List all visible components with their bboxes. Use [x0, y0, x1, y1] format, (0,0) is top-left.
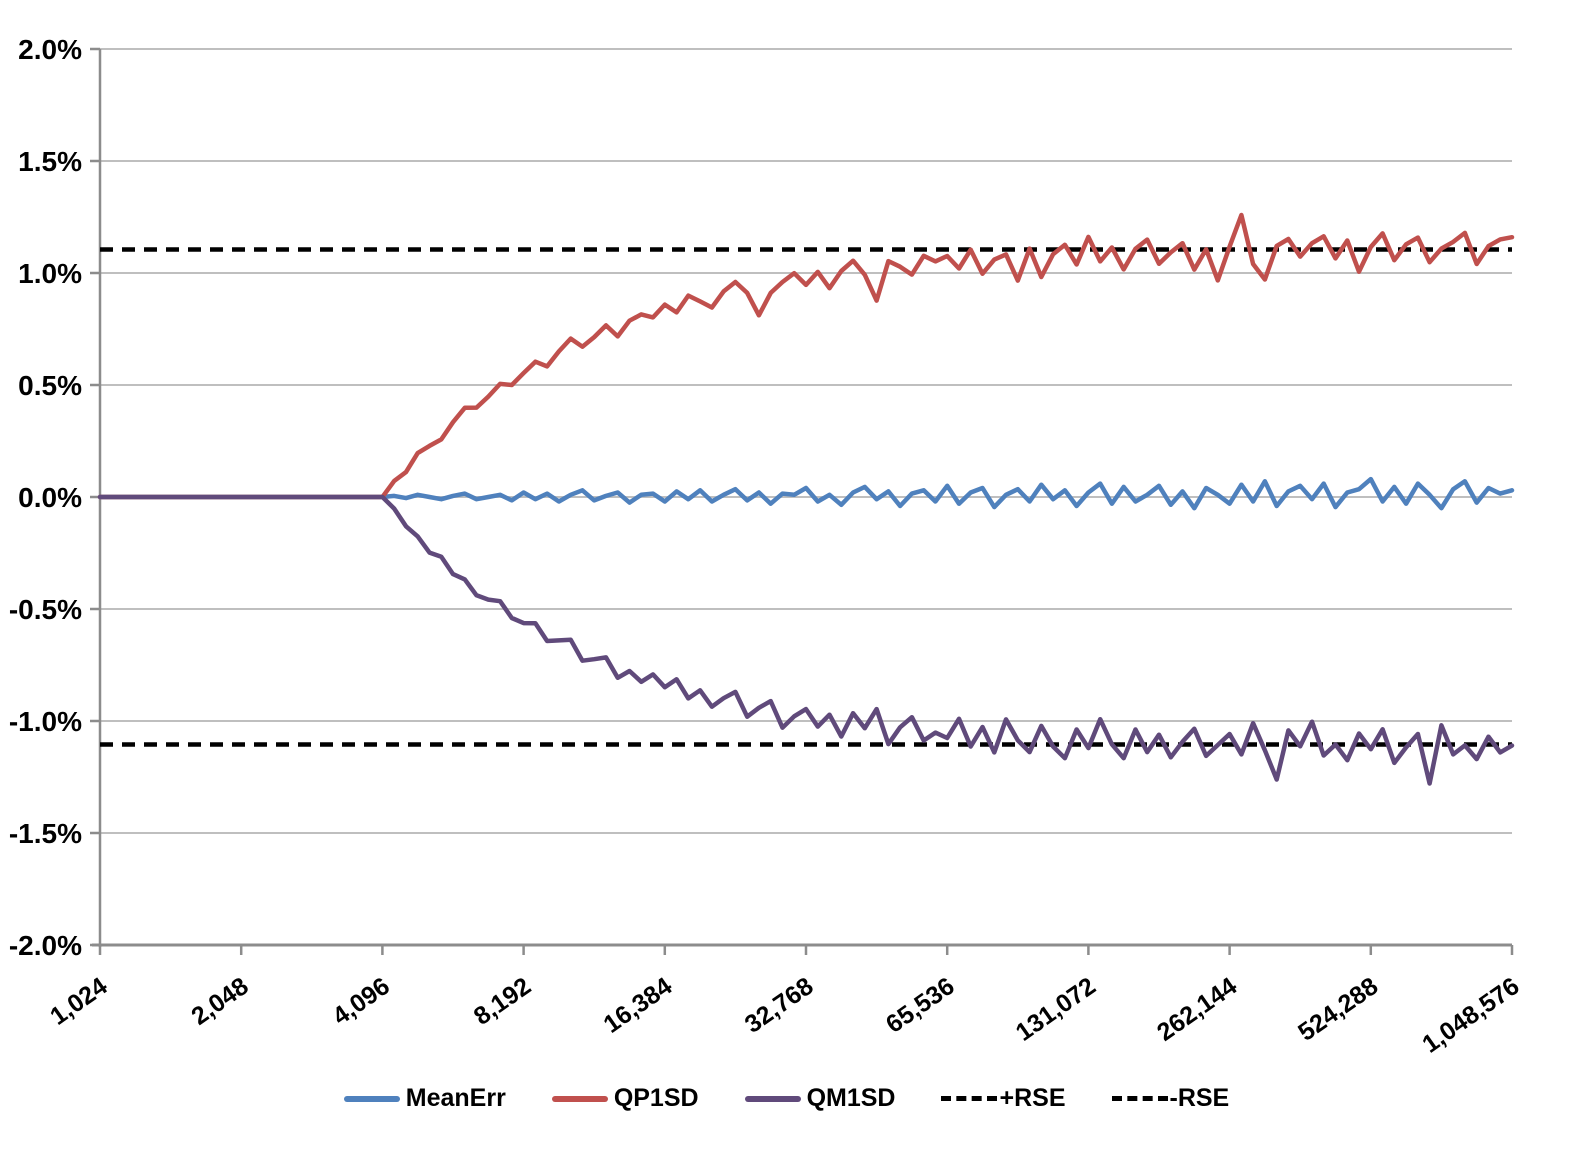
y-tick-label: 2.0%: [18, 34, 82, 65]
y-tick-label: -0.5%: [9, 594, 82, 625]
x-tick-label: 65,536: [881, 972, 960, 1039]
y-tick-label: 0.5%: [18, 370, 82, 401]
legend-item-qp1sd: QP1SD: [551, 1084, 699, 1112]
series-line-qm1sd: [97, 494, 1515, 786]
legend-swatch-qm1sd-line: [744, 1095, 801, 1102]
legend-item-meanerr: MeanErr: [343, 1084, 506, 1112]
y-tick-label: 1.5%: [18, 146, 82, 177]
legend-swatch-qp1sd-line: [551, 1095, 608, 1102]
legend-label-qm1sd: QM1SD: [806, 1084, 896, 1112]
legend-swatch-meanerr-line: [343, 1095, 400, 1102]
x-tick-label: 524,288: [1293, 972, 1383, 1047]
legend-label-minus-rse: -RSE: [1169, 1084, 1230, 1112]
y-tick-label: 1.0%: [18, 258, 82, 289]
y-tick-label: -1.5%: [9, 818, 82, 849]
legend-label-meanerr: MeanErr: [405, 1084, 506, 1112]
series-line-meanerr: [97, 476, 1515, 511]
series-line-qp1sd: [97, 212, 1515, 500]
y-tick-label: -1.0%: [9, 706, 82, 737]
x-tick-label: 1,048,576: [1417, 972, 1524, 1059]
y-tick-label: 0.0%: [18, 482, 82, 513]
legend-swatch-minus-rse-dashed-line: [1111, 1096, 1168, 1101]
x-tick-label: 16,384: [599, 972, 678, 1039]
legend-label-plus-rse: +RSE: [999, 1084, 1066, 1112]
y-tick-label: -2.0%: [9, 930, 82, 961]
x-tick-label: 4,096: [328, 972, 395, 1031]
legend-swatch-plus-rse-dashed-line: [941, 1096, 998, 1101]
legend-item-minus-rse: -RSE: [1111, 1084, 1230, 1112]
x-tick-label: 262,144: [1152, 972, 1242, 1047]
x-tick-label: 131,072: [1011, 972, 1101, 1047]
legend-label-qp1sd: QP1SD: [613, 1084, 699, 1112]
x-tick-label: 8,192: [469, 972, 536, 1031]
legend-item-qm1sd: QM1SD: [744, 1084, 896, 1112]
legend-item-plus-rse: +RSE: [941, 1084, 1066, 1112]
x-tick-label: 2,048: [186, 972, 253, 1031]
x-tick-label: 1,024: [45, 972, 112, 1031]
chart-legend: MeanErr QP1SD QM1SD +RSE -RSE: [0, 1086, 1573, 1111]
x-tick-label: 32,768: [740, 972, 819, 1039]
